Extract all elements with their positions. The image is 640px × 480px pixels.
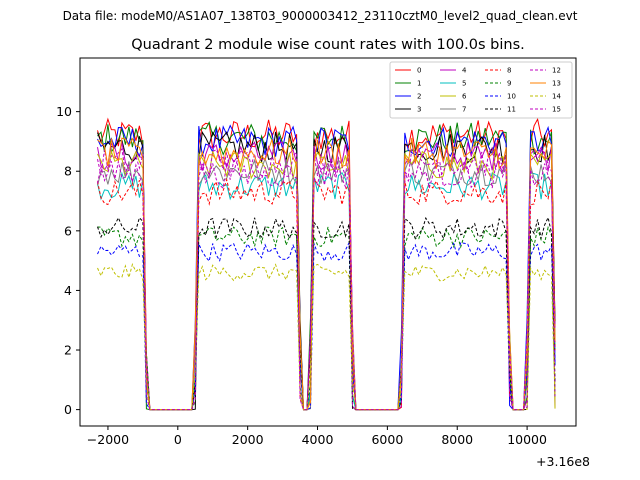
series-line-15 — [97, 159, 556, 411]
y-tick-label: 8 — [64, 164, 72, 179]
y-tick-label: 4 — [64, 283, 72, 298]
series-line-4 — [97, 141, 556, 411]
legend-label-3: 3 — [417, 106, 421, 114]
legend-label-8: 8 — [507, 67, 511, 75]
legend-label-1: 1 — [417, 80, 421, 88]
x-tick-label: 4000 — [302, 432, 334, 447]
y-tick-label: 2 — [64, 343, 72, 358]
legend-label-11: 11 — [507, 106, 516, 114]
legend-label-6: 6 — [462, 93, 467, 101]
legend-label-0: 0 — [417, 67, 421, 75]
y-axis: 0 2 4 6 8 10 — [56, 104, 80, 417]
y-tick-label: 6 — [64, 223, 72, 238]
legend-label-4: 4 — [462, 67, 467, 75]
series-line-7 — [97, 157, 556, 411]
series-line-11 — [97, 216, 556, 411]
legend-box — [389, 61, 573, 119]
legend-label-7: 7 — [462, 106, 466, 114]
plot-lines — [97, 117, 556, 411]
x-axis: −2000 0 2000 4000 6000 8000 10000 — [87, 426, 547, 447]
plot-frame — [79, 57, 577, 427]
x-offset-label: +3.16e8 — [536, 454, 590, 469]
x-tick-label: 6000 — [371, 432, 403, 447]
x-tick-label: 0 — [174, 432, 182, 447]
legend-label-2: 2 — [417, 93, 421, 101]
x-tick-label: 8000 — [441, 432, 473, 447]
y-tick-label: 0 — [64, 402, 72, 417]
legend-label-10: 10 — [507, 93, 516, 101]
legend-label-15: 15 — [552, 106, 561, 114]
x-tick-label: −2000 — [87, 432, 129, 447]
x-tick-label: 2000 — [232, 432, 264, 447]
series-line-5 — [97, 171, 556, 411]
series-line-12 — [97, 146, 556, 411]
series-line-8 — [97, 177, 556, 411]
legend-label-5: 5 — [462, 80, 466, 88]
legend-label-9: 9 — [507, 80, 511, 88]
chart-suptitle: Data file: modeM0/AS1A07_138T03_90000034… — [63, 9, 578, 23]
series-line-9 — [97, 225, 556, 411]
legend-label-14: 14 — [552, 93, 561, 101]
series-line-14 — [97, 262, 556, 411]
legend-label-13: 13 — [552, 80, 561, 88]
x-tick-label: 10000 — [507, 432, 547, 447]
y-tick-label: 10 — [56, 104, 72, 119]
chart-title: Quadrant 2 module wise count rates with … — [131, 37, 525, 53]
legend-label-12: 12 — [552, 67, 561, 75]
